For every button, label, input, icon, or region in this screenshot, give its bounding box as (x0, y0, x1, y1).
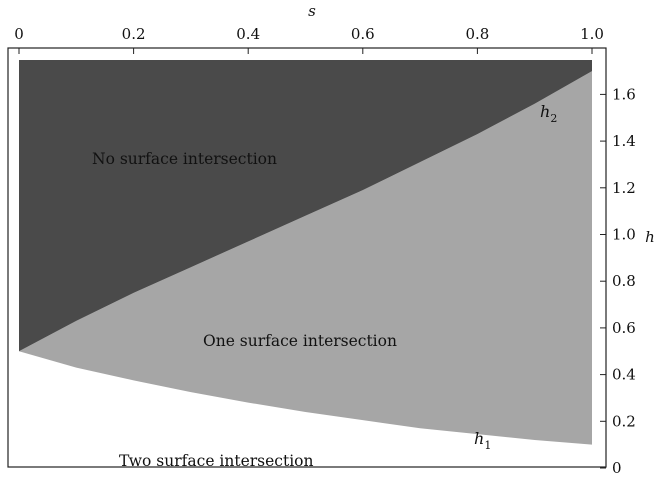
x-tick-label: 0.4 (236, 25, 260, 43)
y-axis-ticks: 0 0.2 0.4 0.6 0.8 1.0 1.2 1.4 1.6 (600, 85, 636, 477)
no-intersection-region (19, 60, 592, 352)
curve-label-h1: h1 (474, 429, 491, 452)
y-tick-label: 0.4 (612, 366, 636, 384)
x-tick-label: 0.6 (351, 25, 375, 43)
y-tick-label: 0.6 (612, 319, 636, 337)
y-tick-label: 1.0 (612, 226, 636, 244)
y-tick-label: 1.4 (612, 132, 636, 150)
x-tick-label: 0.2 (122, 25, 146, 43)
y-tick-label: 1.2 (612, 179, 636, 197)
region-label-one-intersection: One surface intersection (203, 332, 397, 350)
x-tick-label: 1.0 (580, 25, 604, 43)
x-tick-label: 0 (14, 25, 24, 43)
x-axis-label: s (308, 2, 316, 20)
y-axis-label: h (645, 228, 655, 246)
y-tick-label: 1.6 (612, 85, 636, 103)
y-tick-label: 0.8 (612, 272, 636, 290)
region-label-no-intersection: No surface intersection (92, 150, 277, 168)
one-intersection-region (19, 71, 592, 455)
x-tick-label: 0.8 (465, 25, 489, 43)
x-axis-ticks: 0 0.2 0.4 0.6 0.8 1.0 (14, 25, 604, 54)
y-tick-label: 0.2 (612, 412, 636, 430)
plot-frame (7, 47, 607, 468)
y-tick-label: 0 (612, 459, 622, 477)
curve-label-h2: h2 (540, 102, 557, 125)
region-label-two-intersection: Two surface intersection (119, 452, 313, 470)
